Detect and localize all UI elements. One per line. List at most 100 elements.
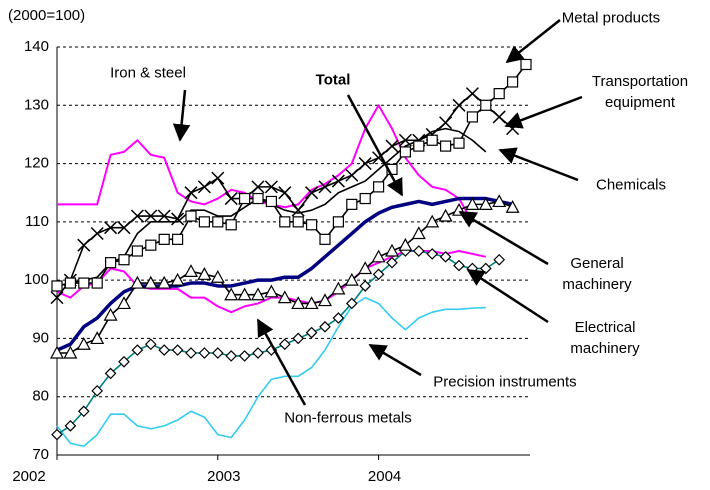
marker-triangle (317, 293, 333, 307)
marker-x (385, 139, 399, 153)
marker-diamond (252, 347, 264, 359)
marker-square (493, 88, 505, 100)
marker-x (50, 291, 64, 305)
marker-triangle (157, 275, 172, 289)
marker-x (171, 212, 185, 226)
marker-triangle (76, 337, 91, 350)
marker-square (399, 146, 411, 158)
marker-square (319, 233, 331, 245)
marker-triangle (478, 197, 493, 210)
marker-x (345, 168, 359, 182)
marker-square (225, 219, 237, 231)
series-label: Metal products (561, 9, 661, 27)
marker-square (466, 111, 478, 123)
marker-square (131, 245, 143, 257)
marker-square (51, 280, 63, 292)
marker-x (184, 186, 198, 200)
marker-square (306, 219, 318, 231)
marker-triangle (277, 290, 292, 304)
marker-square (78, 277, 90, 289)
series-label: Chemicals (595, 176, 667, 194)
marker-square (426, 134, 438, 146)
marker-triangle (492, 194, 507, 208)
marker-diamond (278, 338, 291, 351)
marker-triangle (344, 272, 359, 286)
marker-x (157, 209, 171, 223)
marker-x (305, 186, 319, 200)
marker-square (413, 140, 425, 152)
marker-x (264, 180, 278, 194)
series-label: Total (315, 71, 351, 89)
marker-diamond (211, 347, 224, 359)
annotation-arrow (458, 210, 549, 266)
marker-square (520, 58, 532, 71)
marker-triangle (505, 200, 520, 213)
series-label: Precision instruments (433, 373, 577, 391)
marker-square (332, 216, 344, 228)
marker-x (117, 221, 131, 235)
marker-triangle (291, 296, 306, 310)
marker-x (130, 209, 144, 223)
annotation-arrow (256, 318, 307, 406)
x-tick-label: 2002 (12, 468, 45, 485)
marker-x (318, 180, 332, 194)
marker-square (480, 99, 492, 111)
marker-triangle (49, 345, 65, 359)
marker-diamond (412, 245, 425, 257)
series-label: Non-ferrous metals (284, 409, 412, 427)
series-line (56, 250, 500, 436)
marker-square (292, 216, 304, 228)
y-tick-label: 100 (24, 271, 49, 288)
marker-diamond (51, 428, 63, 441)
marker-triangle (63, 345, 78, 359)
marker-triangle (304, 296, 319, 310)
marker-square (172, 233, 184, 245)
marker-diamond (493, 253, 506, 266)
marker-square (104, 257, 117, 269)
marker-triangle (224, 287, 239, 301)
marker-diamond (426, 248, 439, 260)
marker-square (453, 137, 465, 149)
marker-diamond (171, 344, 184, 356)
marker-diamond (479, 262, 492, 275)
marker-triangle (250, 287, 266, 301)
y-tick-label: 120 (24, 155, 49, 172)
series-line (56, 296, 486, 448)
marker-triangle (465, 197, 480, 210)
annotation-arrow (466, 268, 549, 324)
marker-square (198, 216, 210, 228)
marker-x (90, 226, 104, 241)
marker-square (265, 195, 277, 208)
marker-x (77, 238, 91, 252)
marker-x (104, 221, 118, 235)
y-tick-label: 80 (32, 388, 49, 405)
x-tick-label: 2003 (207, 468, 240, 485)
marker-x (144, 209, 158, 223)
marker-diamond (238, 350, 251, 362)
annotation-arrow (498, 147, 579, 182)
marker-diamond (439, 250, 452, 263)
y-tick-label: 70 (32, 446, 49, 463)
marker-square (279, 216, 291, 228)
marker-diamond (225, 350, 238, 362)
marker-diamond (359, 280, 372, 292)
marker-diamond (345, 297, 358, 310)
marker-diamond (386, 256, 398, 269)
series-label: Iron & steel (110, 64, 186, 82)
marker-diamond (77, 405, 90, 418)
marker-triangle (90, 331, 105, 345)
marker-square (212, 216, 224, 228)
annotation-arrow (172, 89, 191, 142)
marker-square (118, 254, 130, 266)
marker-x (331, 174, 345, 188)
marker-diamond (158, 344, 171, 356)
marker-triangle (331, 281, 346, 295)
marker-square (145, 239, 157, 251)
marker-triangle (438, 208, 453, 222)
marker-x (372, 151, 386, 165)
marker-x (492, 110, 506, 124)
marker-diamond (144, 338, 157, 351)
marker-triangle (103, 307, 118, 321)
marker-triangle (197, 267, 212, 280)
